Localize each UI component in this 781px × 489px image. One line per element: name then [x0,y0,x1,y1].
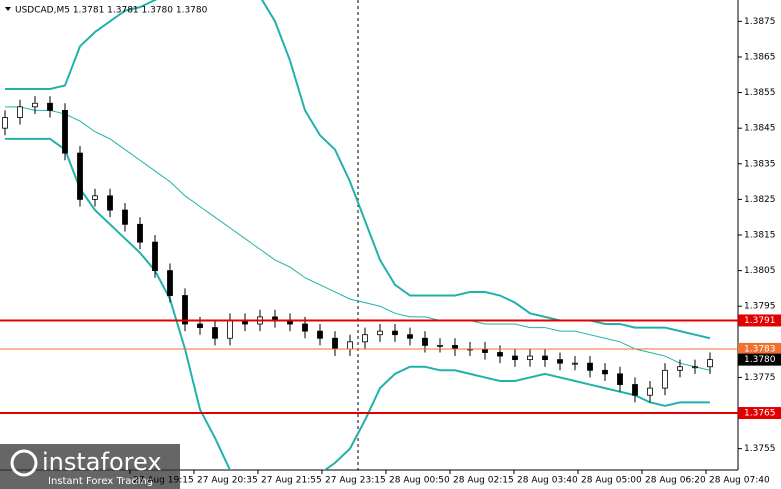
y-tick-label: 1.3845 [744,124,776,134]
candle-body [152,241,158,272]
watermark-logo [10,449,38,477]
candle-body [197,323,203,328]
chart-title: USDCAD,M5 1.3781 1.3781 1.3780 1.3780 [15,6,208,16]
candle-body [407,334,413,339]
candle-body [392,330,398,336]
candle-body [677,366,683,371]
x-tick-label: 28 Aug 05:00 [581,476,642,486]
candle-body [62,109,68,154]
x-tick-label: 28 Aug 06:20 [645,476,706,486]
watermark-brand: instaforex [42,448,162,476]
menu-arrow [5,7,11,11]
level-label: 1.3765 [744,409,776,419]
y-tick-label: 1.3755 [744,444,776,454]
candle-body [647,387,653,396]
y-tick-label: 1.3815 [744,231,776,241]
y-tick-label: 1.3865 [744,52,776,62]
level-label: 1.3780 [744,355,776,365]
candle-body [317,330,323,339]
candle-body [17,106,23,118]
y-tick-label: 1.3835 [744,159,776,169]
candle-body [377,330,383,336]
level-label: 1.3791 [744,316,776,326]
candle-body [482,348,488,353]
candle-body [107,195,113,211]
candle-body [632,384,638,396]
watermark-tagline: Instant Forex Trading [48,476,153,487]
candle-body [47,102,53,111]
plot-area [2,0,713,470]
candle-body [557,359,563,364]
y-tick-label: 1.3775 [744,373,776,383]
x-tick-label: 27 Aug 21:55 [261,476,322,486]
candle-body [572,362,578,365]
indicator-line [5,106,711,371]
y-tick-label: 1.3825 [744,195,776,205]
candle-body [707,359,713,368]
level-label: 1.3783 [744,344,776,354]
candle-body [422,337,428,346]
indicator-line [5,137,710,470]
x-tick-label: 27 Aug 20:35 [197,476,258,486]
candle-body [452,344,458,350]
candle-body [212,327,218,339]
candle-body [122,209,128,225]
candle-body [512,355,518,361]
candle-body [2,117,8,129]
y-tick-label: 1.3805 [744,266,776,276]
candle-body [332,337,338,350]
candle-body [302,323,308,332]
x-tick-label: 28 Aug 00:50 [389,476,450,486]
candle-body [497,352,503,357]
candle-body [167,270,173,296]
x-tick-label: 28 Aug 03:40 [517,476,578,486]
y-tick-label: 1.3795 [744,302,776,312]
watermark: instaforex Instant Forex Trading [0,444,180,489]
level-label-bg [738,342,781,355]
candle-body [617,373,623,385]
x-tick-label: 28 Aug 07:40 [709,476,770,486]
candle-body [692,366,698,369]
candle-body [662,369,668,389]
candle-body [527,355,533,361]
level-label-bg [738,353,781,366]
x-tick-label: 28 Aug 02:15 [453,476,514,486]
candle-body [347,341,353,350]
y-tick-label: 1.3855 [744,88,776,98]
candle-body [32,102,38,108]
level-label-bg [738,314,781,327]
candle-body [227,320,233,339]
candle-body [362,334,368,343]
x-tick-label: 27 Aug 19:15 [133,476,194,486]
candle-body [437,344,443,347]
candle-body [77,152,83,200]
candle-body [182,295,188,325]
candle-body [587,362,593,371]
candle-body [92,195,98,200]
candle-body [542,355,548,361]
candle-body [602,369,608,375]
y-tick-label: 1.3875 [744,17,776,27]
candle-body [137,223,143,243]
level-label-bg [738,407,781,420]
x-tick-label: 27 Aug 23:15 [325,476,386,486]
